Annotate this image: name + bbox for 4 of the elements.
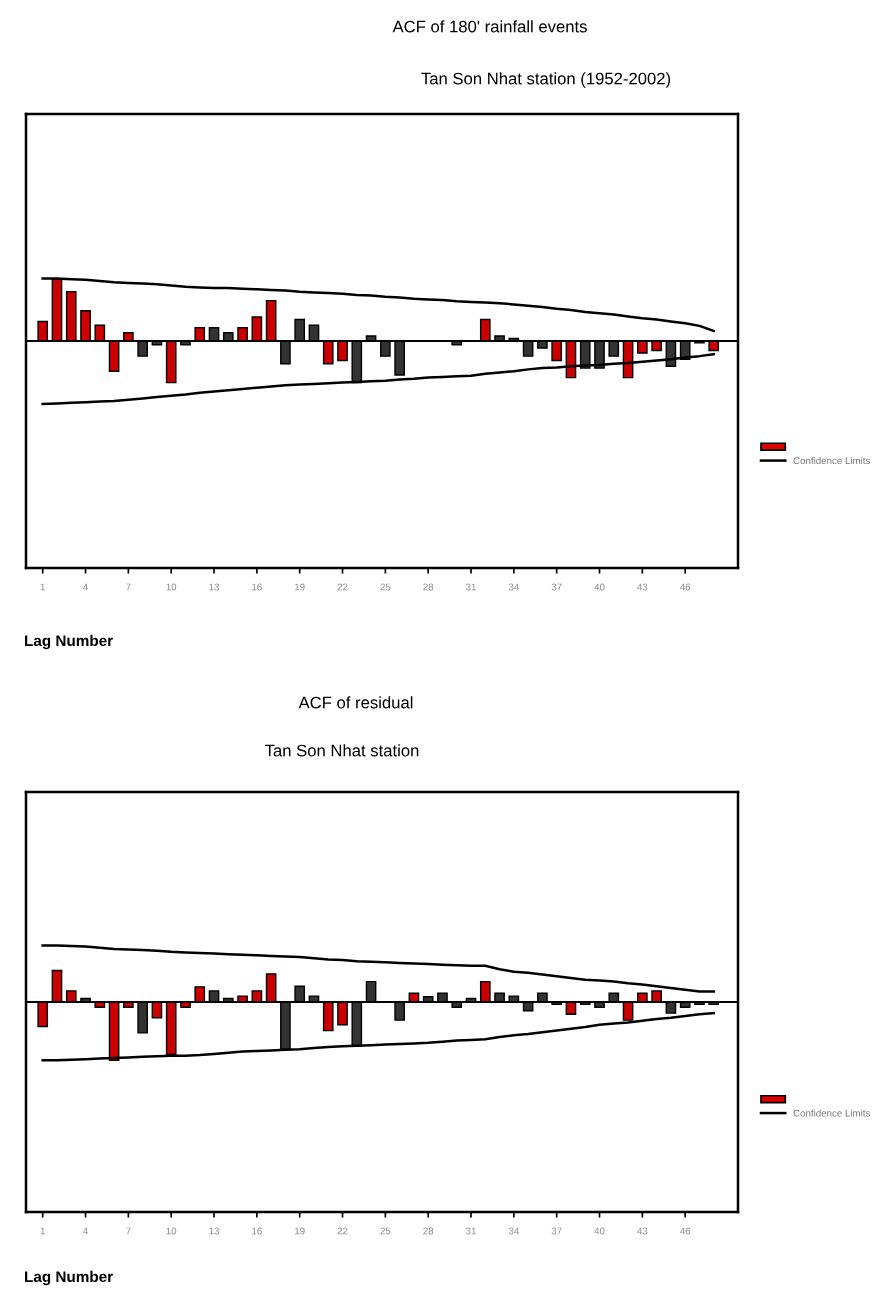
chart-subtitle: Tan Son Nhat station bbox=[265, 744, 419, 757]
chart-title: ACF of residual bbox=[298, 696, 413, 709]
chart-title: ACF of 180' rainfall events bbox=[392, 20, 587, 33]
chart-subtitle: Tan Son Nhat station (1952-2002) bbox=[421, 72, 671, 88]
